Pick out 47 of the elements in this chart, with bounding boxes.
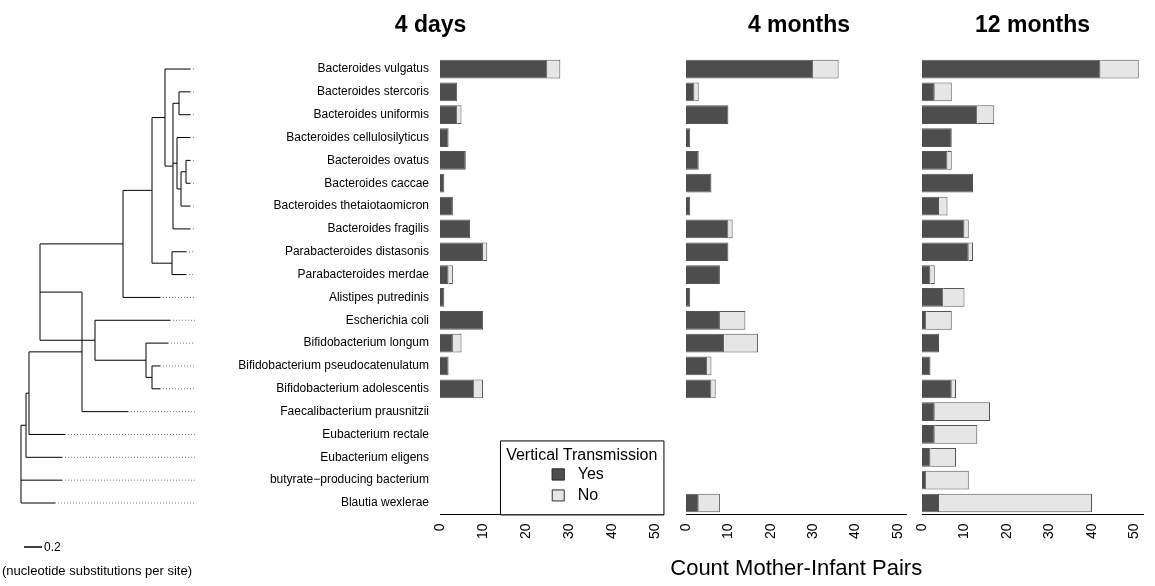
x-tick-label: 30	[559, 523, 576, 540]
y-tick-label: Faecalibacterium prausnitzii	[280, 403, 429, 418]
y-tick-label: Bifidobacterium adolescentis	[276, 381, 429, 396]
y-tick-label: Bacteroides stercoris	[316, 84, 429, 99]
x-tick-label: 0	[430, 523, 447, 532]
text: 0.2	[44, 540, 61, 554]
chart-title: 4 days	[394, 11, 467, 38]
x-axis-title: Count Mother-Infant Pairs	[670, 555, 923, 581]
x-tick-label: 0	[912, 523, 929, 532]
x-tick-label: 30	[1040, 523, 1057, 540]
x-tick-label: 20	[997, 523, 1014, 540]
y-tick-label: Escherichia coli	[345, 312, 429, 327]
y-tick-label: Eubacterium eligens	[320, 449, 429, 464]
chart-title: 12 months	[974, 11, 1091, 38]
y-tick-label: Bacteroides thetaiotaomicron	[273, 198, 429, 213]
x-tick-label: 10	[473, 523, 490, 540]
x-tick-label: 10	[955, 523, 972, 540]
y-tick-label: Bacteroides vulgatus	[317, 61, 429, 76]
legend-label: No	[577, 485, 599, 503]
y-tick-label: Bacteroides caccae	[324, 175, 430, 190]
x-tick-label: 10	[719, 523, 736, 540]
x-tick-label: 40	[1082, 523, 1099, 540]
x-tick-label: 50	[645, 523, 662, 540]
text: (nucleotide substitutions per site)	[2, 563, 193, 578]
x-tick-label: 0	[676, 523, 693, 532]
y-tick-label: Parabacteroides merdae	[297, 266, 430, 281]
x-tick-label: 50	[1125, 523, 1142, 540]
y-tick-label: Alistipes putredinis	[328, 289, 429, 304]
x-tick-label: 20	[761, 523, 778, 540]
y-tick-label: Bacteroides fragilis	[327, 221, 429, 236]
legend-label: Yes	[577, 464, 604, 482]
x-tick-label: 50	[888, 523, 905, 540]
chart-title: 4 months	[747, 11, 851, 38]
x-tick-label: 20	[516, 523, 533, 540]
y-tick-label: Parabacteroides distasonis	[284, 244, 429, 259]
y-tick-label: Eubacterium rectale	[322, 426, 430, 441]
y-tick-label: Bifidobacterium longum	[303, 335, 429, 350]
legend-title: Vertical Transmission	[506, 445, 658, 463]
y-tick-label: butyrate−producing bacterium	[269, 472, 429, 487]
y-tick-label: Bacteroides uniformis	[313, 107, 429, 122]
y-tick-label: Bifidobacterium pseudocatenulatum	[238, 358, 429, 373]
x-tick-label: 30	[804, 523, 821, 540]
x-tick-label: 40	[846, 523, 863, 540]
y-tick-label: Bacteroides cellulosilyticus	[286, 129, 429, 144]
y-tick-label: Blautia wexlerae	[340, 495, 430, 510]
x-tick-label: 40	[602, 523, 619, 540]
y-tick-label: Bacteroides ovatus	[326, 152, 429, 167]
